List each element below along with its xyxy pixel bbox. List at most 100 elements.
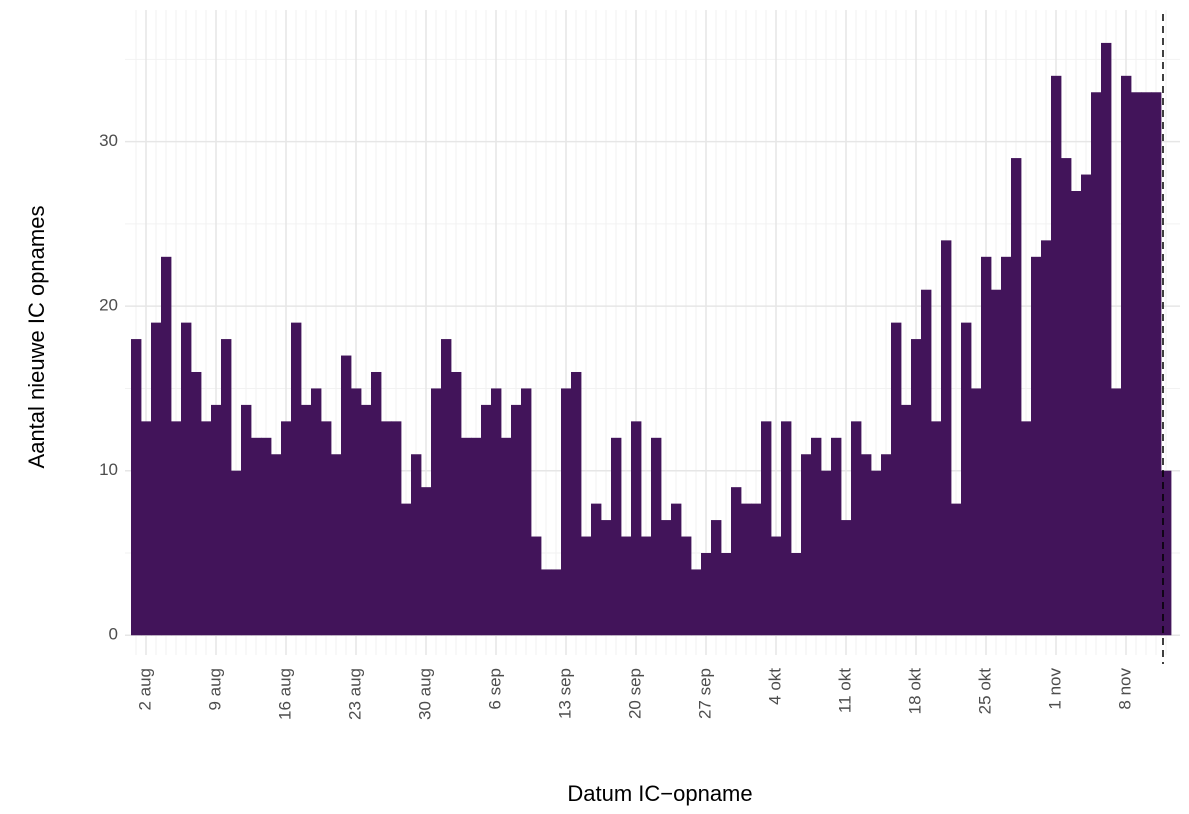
bar	[321, 421, 332, 636]
bar	[151, 322, 162, 636]
bar	[831, 437, 842, 636]
x-tick-label: 1 nov	[1045, 668, 1064, 710]
bar	[491, 388, 502, 636]
x-tick-label: 30 aug	[415, 668, 434, 720]
bar	[771, 536, 782, 636]
bar	[191, 371, 202, 636]
bar	[531, 536, 542, 636]
x-tick-label: 9 aug	[205, 668, 224, 711]
y-tick-label: 0	[109, 625, 118, 644]
bar	[941, 240, 952, 636]
bar	[161, 256, 172, 636]
x-tick-label: 18 okt	[905, 668, 924, 715]
bar	[761, 421, 772, 636]
bar	[1151, 92, 1162, 636]
bar	[721, 552, 732, 636]
bar	[391, 421, 402, 636]
bar	[131, 339, 142, 636]
bar	[671, 503, 682, 636]
bar	[1071, 190, 1082, 636]
bar	[431, 388, 442, 636]
bar	[181, 322, 192, 636]
bars	[131, 42, 1172, 636]
bar	[891, 322, 902, 636]
bar	[841, 520, 852, 636]
x-tick-label: 11 okt	[835, 668, 854, 713]
bar	[501, 437, 512, 636]
bar	[801, 454, 812, 636]
bar	[1031, 256, 1042, 636]
bar	[991, 289, 1002, 636]
bar	[571, 371, 582, 636]
x-tick-label: 16 aug	[275, 668, 294, 720]
bar	[311, 388, 322, 636]
bar	[1051, 75, 1062, 636]
bar	[241, 404, 252, 636]
bar	[581, 536, 592, 636]
bar	[211, 404, 222, 636]
bar	[811, 437, 822, 636]
bar	[1121, 75, 1132, 636]
bar	[1021, 421, 1032, 636]
bar	[371, 371, 382, 636]
bar	[441, 339, 452, 636]
bar	[1091, 92, 1102, 636]
bar	[871, 470, 882, 636]
bar	[981, 256, 992, 636]
bar	[861, 454, 872, 636]
bar	[341, 355, 352, 636]
bar	[781, 421, 792, 636]
bar	[1011, 158, 1022, 636]
bar	[561, 388, 572, 636]
y-tick-label: 30	[99, 131, 118, 150]
bar	[741, 503, 752, 636]
bar	[921, 289, 932, 636]
bar	[421, 487, 432, 636]
x-tick-label: 13 sep	[555, 668, 574, 719]
bar	[291, 322, 302, 636]
bar	[271, 454, 282, 636]
bar	[461, 437, 472, 636]
bar	[1131, 92, 1142, 636]
bar	[661, 520, 672, 636]
x-axis-title: Datum IC−opname	[567, 781, 752, 806]
bar	[751, 503, 762, 636]
bar	[511, 404, 522, 636]
bar	[471, 437, 482, 636]
bar	[1081, 174, 1092, 636]
bar	[731, 487, 742, 636]
bar	[791, 552, 802, 636]
bar	[1111, 388, 1122, 636]
bar	[541, 569, 552, 636]
bar	[1001, 256, 1012, 636]
bar	[681, 536, 692, 636]
bar	[551, 569, 562, 636]
bar	[261, 437, 272, 636]
bar	[221, 339, 232, 636]
bar	[901, 404, 912, 636]
bar	[301, 404, 312, 636]
bar	[1061, 158, 1072, 636]
bar	[821, 470, 832, 636]
bar	[931, 421, 942, 636]
bar	[451, 371, 462, 636]
x-tick-label: 6 sep	[485, 668, 504, 710]
bar	[381, 421, 392, 636]
x-tick-label: 4 okt	[765, 668, 784, 705]
bar	[1041, 240, 1052, 636]
bar	[601, 520, 612, 636]
bar	[171, 421, 182, 636]
bar	[231, 470, 242, 636]
bar	[1101, 42, 1112, 636]
bar	[701, 552, 712, 636]
bar	[361, 404, 372, 636]
bar	[141, 421, 152, 636]
y-tick-label: 10	[99, 460, 118, 479]
bar	[951, 503, 962, 636]
bar	[521, 388, 532, 636]
x-tick-label: 23 aug	[345, 668, 364, 720]
x-tick-label: 20 sep	[625, 668, 644, 719]
bar	[1161, 470, 1172, 636]
bar	[631, 421, 642, 636]
